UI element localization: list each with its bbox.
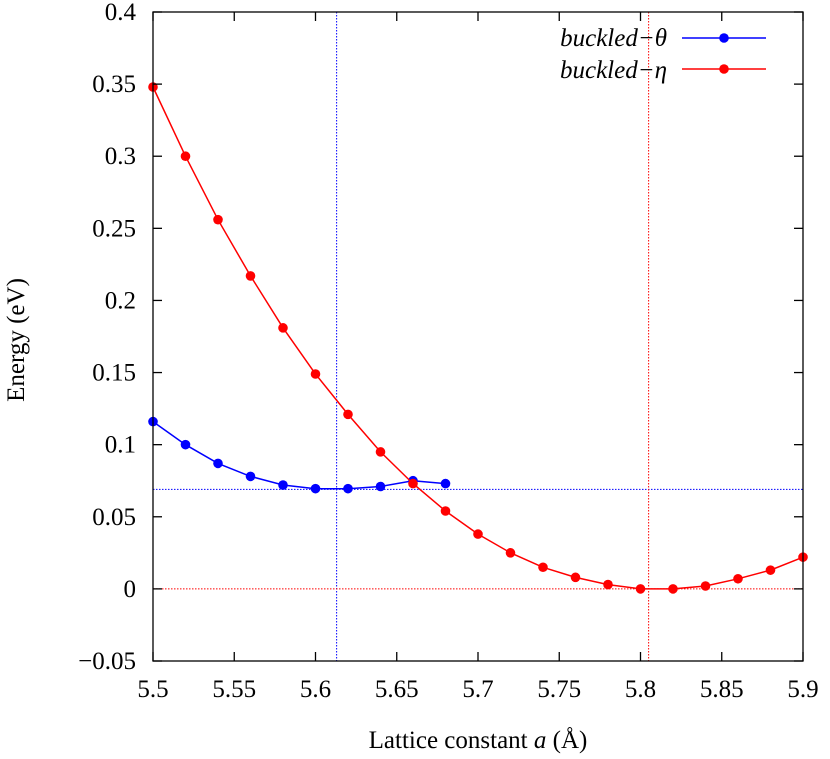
legend-marker-theta (719, 33, 729, 43)
x-tick-label: 5.9 (787, 676, 818, 703)
x-tick-label: 5.75 (537, 676, 581, 703)
series-line-theta (152, 420, 446, 490)
ticks-layer (152, 11, 804, 662)
data-point-theta (245, 471, 256, 482)
y-tick-label: 0 (124, 576, 137, 603)
y-tick-label: 0.25 (92, 215, 136, 242)
x-axis-label-unit: (Å) (546, 727, 587, 754)
data-point-eta (603, 579, 613, 590)
data-point-theta (343, 483, 353, 494)
data-point-eta (375, 447, 386, 457)
legend-label-eta: buckled−η (560, 57, 667, 84)
data-point-theta (278, 480, 288, 490)
data-point-eta (343, 409, 353, 420)
x-tick-label: 5.65 (375, 676, 419, 703)
data-point-eta (213, 214, 223, 225)
x-tick-label: 5.6 (300, 676, 331, 703)
data-point-eta (538, 562, 548, 573)
data-point-eta (408, 478, 418, 489)
data-point-eta (765, 565, 776, 575)
data-point-theta (310, 483, 321, 494)
data-point-theta (375, 481, 386, 492)
x-tick-label: 5.85 (700, 676, 744, 703)
data-point-eta (310, 369, 321, 379)
x-tick-label: 5.7 (462, 676, 493, 703)
data-point-eta (278, 323, 288, 333)
x-axis-label: Lattice constant a (Å) (369, 727, 588, 754)
y-tick-label: 0.2 (105, 287, 136, 314)
x-axis-label-variable: a (534, 727, 547, 754)
series-line-eta (152, 86, 804, 590)
tick-labels: 5.5 5.55 5.6 5.65 5.7 5.75 5.8 5.85 5.9 −0.05 0 0.0… (78, 0, 818, 703)
x-axis-label-pre: Lattice constant (369, 727, 534, 754)
x-tick-label: 5.5 (137, 676, 168, 703)
data-point-eta (733, 573, 743, 584)
y-tick-label: 0.1 (105, 432, 136, 459)
x-tick-label: 5.8 (625, 676, 656, 703)
series-layer (148, 82, 808, 594)
data-point-theta (440, 478, 451, 489)
data-point-eta (700, 581, 711, 591)
plot-frame (152, 11, 804, 662)
data-point-eta (635, 584, 646, 594)
data-point-eta (505, 548, 516, 558)
reference-lines (153, 12, 803, 661)
data-point-eta (473, 529, 483, 539)
y-tick-label: 0.15 (92, 360, 136, 387)
data-point-eta (440, 506, 451, 516)
y-tick-label: 0.3 (105, 143, 136, 170)
data-point-eta (668, 584, 678, 594)
data-point-theta (180, 439, 191, 450)
y-tick-label: −0.05 (78, 648, 136, 675)
legend-label-theta: buckled−θ (560, 25, 667, 52)
y-tick-label: 0.05 (92, 504, 136, 531)
data-point-theta (213, 458, 223, 469)
x-tick-label: 5.55 (212, 676, 256, 703)
legend-marker-eta (719, 64, 729, 74)
data-point-eta (180, 151, 191, 162)
y-tick-label: 0.4 (105, 0, 137, 26)
data-point-eta (570, 572, 581, 583)
y-axis-label: Energy (eV) (3, 278, 30, 402)
y-tick-label: 0.35 (92, 71, 136, 98)
legend: buckled−θ buckled−η (560, 25, 766, 84)
data-point-eta (245, 271, 256, 281)
